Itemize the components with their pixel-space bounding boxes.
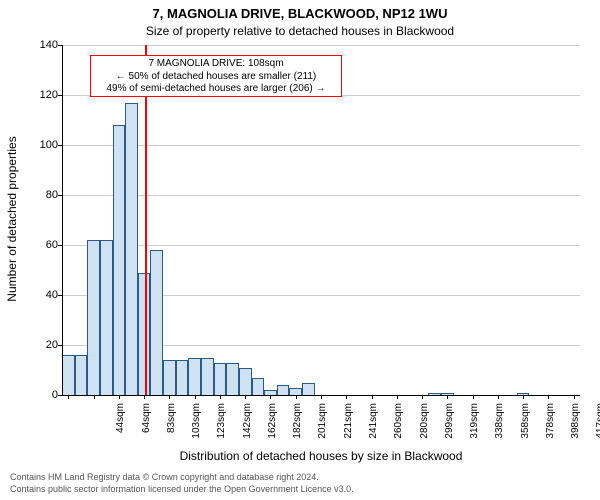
gridline <box>62 195 580 196</box>
x-tick-label: 142sqm <box>242 403 253 453</box>
histogram-bar <box>214 363 227 396</box>
x-tick-label: 201sqm <box>317 403 328 453</box>
chart-subtitle: Size of property relative to detached ho… <box>0 24 600 38</box>
gridline <box>62 145 580 146</box>
histogram-bar <box>252 378 265 396</box>
y-axis-label: Number of detached properties <box>5 119 19 319</box>
plot-area <box>62 45 580 395</box>
x-tick-label: 398sqm <box>570 403 581 453</box>
x-tick-label: 44sqm <box>115 403 126 453</box>
y-tick-label: 20 <box>22 339 58 351</box>
info-box-line: 7 MAGNOLIA DRIVE: 108sqm <box>93 58 339 71</box>
reference-line <box>145 45 147 395</box>
x-tick-label: 358sqm <box>520 403 531 453</box>
x-tick-label: 103sqm <box>191 403 202 453</box>
histogram-bar <box>239 368 252 396</box>
histogram-bar <box>125 103 138 396</box>
chart-title: 7, MAGNOLIA DRIVE, BLACKWOOD, NP12 1WU <box>0 6 600 21</box>
histogram-bar <box>75 355 88 395</box>
footer-line-1: Contains HM Land Registry data © Crown c… <box>10 472 319 482</box>
x-axis <box>62 395 580 396</box>
gridline <box>62 245 580 246</box>
x-tick-label: 280sqm <box>419 403 430 453</box>
y-tick-label: 40 <box>22 289 58 301</box>
x-tick-label: 221sqm <box>343 403 354 453</box>
info-box-line: 49% of semi-detached houses are larger (… <box>93 83 339 96</box>
x-tick-label: 64sqm <box>141 403 152 453</box>
histogram-bar <box>100 240 113 395</box>
y-tick-label: 140 <box>22 39 58 51</box>
histogram-bar <box>163 360 176 395</box>
x-tick-label: 319sqm <box>469 403 480 453</box>
y-tick-label: 80 <box>22 189 58 201</box>
info-box: 7 MAGNOLIA DRIVE: 108sqm← 50% of detache… <box>90 55 342 97</box>
y-tick-label: 100 <box>22 139 58 151</box>
y-tick-label: 0 <box>22 389 58 401</box>
histogram-bar <box>226 363 239 396</box>
gridline <box>62 45 580 46</box>
y-tick-label: 60 <box>22 239 58 251</box>
info-box-line: ← 50% of detached houses are smaller (21… <box>93 71 339 84</box>
histogram-bar <box>277 385 290 395</box>
histogram-bar <box>176 360 189 395</box>
x-tick-label: 378sqm <box>545 403 556 453</box>
x-tick-label: 417sqm <box>595 403 600 453</box>
histogram-bar <box>289 388 302 396</box>
histogram-bar <box>201 358 214 396</box>
x-tick-label: 182sqm <box>292 403 303 453</box>
histogram-bar <box>62 355 75 395</box>
x-tick-label: 83sqm <box>166 403 177 453</box>
histogram-bar <box>188 358 201 396</box>
x-tick-label: 123sqm <box>216 403 227 453</box>
footer-line-2: Contains public sector information licen… <box>10 484 354 494</box>
histogram-bar <box>302 383 315 396</box>
histogram-bar <box>87 240 100 395</box>
x-tick-label: 338sqm <box>494 403 505 453</box>
x-tick-label: 299sqm <box>444 403 455 453</box>
y-tick-label: 120 <box>22 89 58 101</box>
histogram-bar <box>150 250 163 395</box>
x-tick-label: 241sqm <box>368 403 379 453</box>
x-tick-label: 162sqm <box>267 403 278 453</box>
y-axis <box>62 45 63 395</box>
histogram-bar <box>113 125 126 395</box>
x-tick-label: 260sqm <box>393 403 404 453</box>
